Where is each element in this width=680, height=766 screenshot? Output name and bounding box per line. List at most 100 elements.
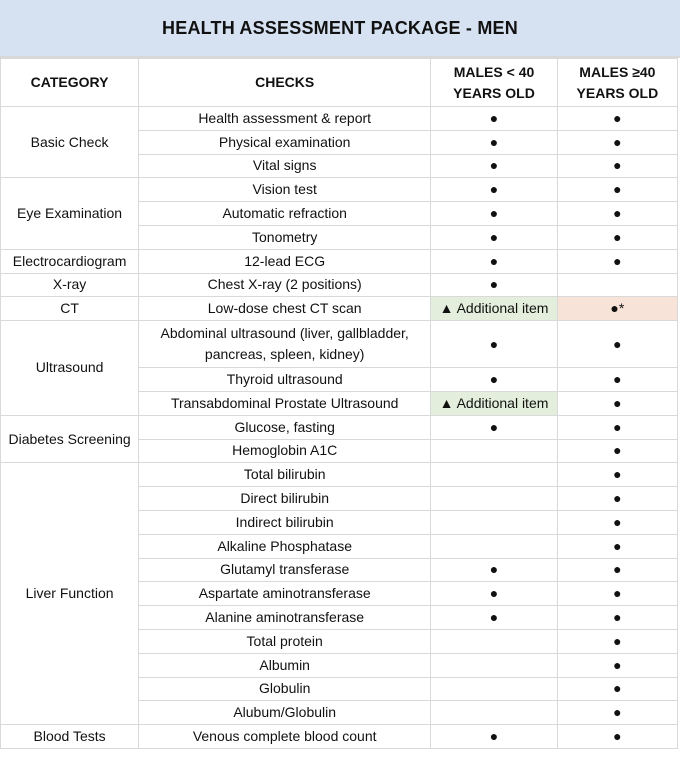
table-row: Alkaline Phosphatase ● (1, 533, 679, 559)
males-under-40-cell: ▲ Additional item (430, 296, 558, 322)
header-checks: CHECKS (138, 58, 432, 107)
check-cell: Thyroid ultrasound (138, 367, 432, 392)
males-under-40-cell: ● (430, 320, 558, 369)
check-cell: Tonometry (138, 224, 432, 250)
category-cell: Liver Function (0, 462, 140, 726)
table-row: Automatic refraction ● ● (1, 201, 679, 226)
males-40-plus-cell (556, 272, 679, 298)
males-under-40-cell: ● (430, 224, 558, 250)
table-row: Vital signs ● ● (1, 153, 679, 179)
check-cell: Vision test (138, 177, 432, 203)
males-40-plus-cell: ● (556, 177, 679, 203)
males-under-40-cell: ● (430, 153, 558, 179)
check-cell: Alkaline Phosphatase (138, 533, 432, 559)
table-row: Alanine aminotransferase ● ● (1, 605, 679, 630)
check-cell: Indirect bilirubin (138, 509, 432, 535)
category-cell: Electrocardiogram (0, 248, 140, 274)
check-cell: Albumin (138, 652, 432, 678)
males-under-40-cell (430, 652, 558, 678)
page-title: HEALTH ASSESSMENT PACKAGE - MEN (0, 0, 680, 58)
category-cell: Basic Check (0, 105, 140, 179)
males-under-40-cell: ● (430, 201, 558, 226)
males-under-40-cell: ▲ Additional item (430, 390, 558, 416)
check-cell: Total bilirubin (138, 462, 432, 488)
males-40-plus-cell: ● (556, 153, 679, 179)
check-cell: Alanine aminotransferase (138, 605, 432, 630)
header-category: CATEGORY (0, 58, 140, 107)
category-cell: Eye Examination (0, 177, 140, 250)
males-under-40-cell (430, 462, 558, 488)
males-40-plus-cell: ● (556, 390, 679, 416)
males-40-plus-cell: ● (556, 129, 679, 155)
males-under-40-cell (430, 438, 558, 464)
check-cell: Venous complete blood count (138, 724, 432, 749)
check-cell: Alubum/Globulin (138, 700, 432, 726)
check-cell: Aspartate aminotransferase (138, 581, 432, 607)
males-40-plus-cell: ● (556, 462, 679, 488)
males-under-40-cell: ● (430, 106, 558, 131)
category-cell: Diabetes Screening (0, 414, 140, 464)
table-row: Globulin ● (1, 676, 679, 702)
males-40-plus-cell: ● (556, 320, 679, 369)
header-males-under-40: MALES < 40 YEARS OLD (430, 58, 558, 107)
males-40-plus-cell: ● (556, 509, 679, 535)
males-under-40-cell (430, 509, 558, 535)
males-under-40-cell (430, 533, 558, 559)
check-cell: Low-dose chest CT scan (138, 296, 432, 322)
males-40-plus-cell: ● (556, 724, 679, 749)
males-40-plus-cell: ● (556, 367, 679, 392)
table-row: Transabdominal Prostate Ultrasound ▲ Addi… (1, 390, 679, 416)
males-40-plus-cell: ● (556, 414, 679, 440)
table-row: Blood Tests Venous complete blood count ● ● (0, 724, 679, 749)
males-40-plus-cell: ● (556, 700, 679, 726)
males-40-plus-cell: ● (556, 628, 679, 654)
table-row: Ultrasound Abdominal ultrasound (liver, g… (0, 320, 679, 416)
table-row: Basic Check Health assessment & report ● ● (0, 105, 679, 179)
table-row: Indirect bilirubin ● (1, 509, 679, 535)
males-40-plus-cell: ● (556, 557, 679, 583)
check-cell: Direct bilirubin (138, 486, 432, 511)
health-package-table: CATEGORY CHECKS MALES < 40 YEARS OLD MAL… (0, 58, 679, 749)
table-row: Albumin ● (1, 652, 679, 678)
males-under-40-cell: ● (430, 248, 558, 274)
table-row: Direct bilirubin ● (1, 486, 679, 511)
header-males-40-plus: MALES ≥40 YEARS OLD (556, 58, 679, 107)
table-row: Physical examination ● ● (1, 129, 679, 155)
category-cell: Ultrasound (0, 320, 140, 416)
table-row: Alubum/Globulin ● (1, 700, 679, 726)
table-row: Glutamyl transferase ● ● (1, 557, 679, 583)
males-under-40-cell: ● (430, 414, 558, 440)
check-cell: Chest X-ray (2 positions) (138, 272, 432, 298)
table-row: Hemoglobin A1C ● (1, 438, 679, 464)
table-row: Total protein ● (1, 628, 679, 654)
males-under-40-cell: ● (430, 581, 558, 607)
males-under-40-cell (430, 676, 558, 702)
males-40-plus-cell: ● (556, 581, 679, 607)
males-under-40-cell: ● (430, 272, 558, 298)
table-row: X-ray Chest X-ray (2 positions) ● (0, 272, 679, 298)
males-under-40-cell: ● (430, 724, 558, 749)
header-row: CATEGORY CHECKS MALES < 40 YEARS OLD MAL… (0, 58, 679, 107)
males-40-plus-cell: ● (556, 605, 679, 630)
table-row: Eye Examination Vision test ● ● (0, 177, 679, 250)
males-under-40-cell: ● (430, 367, 558, 392)
table-row: Diabetes Screening Glucose, fasting ● ● (0, 414, 679, 464)
males-40-plus-cell: ● (556, 676, 679, 702)
males-40-plus-cell: ● (556, 486, 679, 511)
males-40-plus-cell: ● (556, 106, 679, 131)
males-40-plus-cell: ● (556, 533, 679, 559)
check-cell: Glutamyl transferase (138, 557, 432, 583)
check-cell: Automatic refraction (138, 201, 432, 226)
males-under-40-cell: ● (430, 177, 558, 203)
check-cell: Vital signs (138, 153, 432, 179)
males-40-plus-cell: ● (556, 438, 679, 464)
check-cell: Abdominal ultrasound (liver, gallbladder… (138, 320, 432, 369)
table-row: Aspartate aminotransferase ● ● (1, 581, 679, 607)
check-cell: Globulin (138, 676, 432, 702)
table-row: Electrocardiogram 12-lead ECG ● ● (0, 248, 679, 274)
males-40-plus-cell: ● (556, 248, 679, 274)
category-cell: X-ray (0, 272, 140, 298)
check-cell: Total protein (138, 628, 432, 654)
check-cell: 12-lead ECG (138, 248, 432, 274)
males-40-plus-cell: ● (556, 201, 679, 226)
